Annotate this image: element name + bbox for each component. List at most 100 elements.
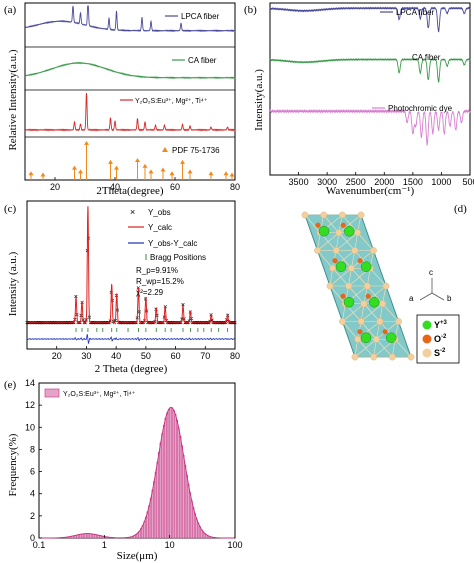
panel-e-bar <box>159 442 162 539</box>
panel-a-ref-marker <box>84 140 89 145</box>
panel-e-bar <box>144 517 147 539</box>
panel-d-atom-s <box>326 282 334 290</box>
panel-b-xtick-label: 500 <box>462 177 474 187</box>
panel-e-envelope <box>39 406 235 539</box>
panel-e-xlabel: Size(μm) <box>117 550 158 562</box>
panel-e-bar <box>169 407 172 539</box>
panel-c-xtick-label: 50 <box>141 351 151 361</box>
panel-c-calculated-curve <box>27 206 235 324</box>
panel-d-atom-o <box>315 222 321 228</box>
panel-c-xtick-label: 40 <box>111 351 121 361</box>
panel-d-atom-s <box>354 229 361 237</box>
svg-text:O-2: O-2 <box>434 334 447 344</box>
panel-c-legend-diff: Y_obs-Y_calc <box>148 239 197 248</box>
panel-d-axes: c a b <box>409 268 452 303</box>
panel-c-difference-curve <box>26 334 235 344</box>
panel-e-bar <box>148 505 151 539</box>
panel-a-xlabel: 2Theta(degree) <box>96 185 164 197</box>
panel-d-bond <box>342 303 365 322</box>
panel-b-legend-ca: CA fiber <box>412 53 441 62</box>
panel-d-atom-o <box>332 258 338 264</box>
panel-d-atom-s <box>370 247 377 254</box>
panel-e-bar <box>92 533 95 539</box>
panel-e-bar <box>193 513 196 539</box>
panel-e-label: (e) <box>4 379 17 391</box>
panel-e-bar <box>177 427 180 539</box>
panel-d-atom-s <box>382 282 390 290</box>
panel-c-legend-calc: Y_calc <box>148 223 172 232</box>
panel-d-atom-s <box>339 318 346 325</box>
panel-a-reference-sticks <box>28 140 235 180</box>
panel-c-observed-point <box>181 303 185 307</box>
panel-e-ytick-label: 2 <box>30 511 35 521</box>
panel-e-bar <box>149 498 152 539</box>
panel-d-atom-o <box>340 293 346 299</box>
panel-d-atom-y <box>360 332 372 343</box>
panel-d-atom-s <box>388 353 396 361</box>
panel-d-bond <box>351 250 374 269</box>
panel-e-bar <box>174 414 177 539</box>
panel-c-label: (c) <box>4 203 17 215</box>
panel-d-bond <box>363 285 387 304</box>
panel-b-xtick-label: 3000 <box>317 177 337 187</box>
panel-e-bar <box>156 462 159 539</box>
panel-a-ref-marker <box>114 165 119 170</box>
panel-e-bar <box>189 492 192 539</box>
panel-a-legend-ca: CA fiber <box>188 56 217 65</box>
panel-d-legend-s-charge: -2 <box>440 348 446 354</box>
panel-d-atom-y <box>318 225 330 237</box>
panel-a-ref-marker <box>40 172 46 177</box>
panel-c-xlabel: 2 Theta (degree) <box>95 363 168 375</box>
panel-c-legend-obs: Y_obs <box>148 208 171 217</box>
panel-e-ytick-label: 12 <box>25 400 35 410</box>
panel-e-bar <box>161 433 164 539</box>
panel-d-atom-y <box>343 296 355 308</box>
panel-a-ref-marker <box>229 172 235 177</box>
panel-d-bond <box>317 232 340 251</box>
panel-e-ytick-label: 6 <box>30 467 35 477</box>
panel-e-bar <box>151 490 154 539</box>
panel-e-bar <box>87 533 90 539</box>
panel-a-ref-marker <box>142 163 148 168</box>
panel-d-atom-s <box>301 211 309 219</box>
panel-a-series-lpca <box>24 5 236 33</box>
panel-e-xtick-label: 0.1 <box>33 540 46 550</box>
panel-a-ref-marker <box>223 171 229 176</box>
panel-e-bar <box>192 507 195 539</box>
panel-e-bar <box>190 500 193 539</box>
panel-a-ref-marker <box>28 171 34 176</box>
panel-b-ylabel: Intensity(a.u.) <box>253 69 265 131</box>
panel-c-xtick-label: 60 <box>171 351 181 361</box>
panel-d-legend-y-charge: +3 <box>440 320 448 326</box>
panel-d-atom-s <box>354 335 362 343</box>
panel-e-legend-swatch <box>44 388 60 398</box>
panel-d-legend-y: Y <box>434 320 440 330</box>
panel-d-atom-s <box>314 247 321 254</box>
panel-d-bond <box>382 303 399 322</box>
panel-d-bond <box>376 321 399 340</box>
panel-d-atom-s <box>329 264 337 272</box>
panel-b-series-ca <box>269 57 471 83</box>
panel-b-xlabel: Wavenumber(cm⁻¹) <box>326 185 415 197</box>
panel-d-atom-s <box>370 353 378 361</box>
panel-d-axis-c: c <box>429 268 433 277</box>
panel-b-xticks: 3500 3000 2500 2000 1500 1000 500 <box>289 172 474 187</box>
panel-d-atom-s <box>347 264 355 272</box>
panel-c-stat-chi2: χ²=2.29 <box>136 288 164 297</box>
panel-d-atom-s <box>372 335 380 343</box>
panel-b-frame <box>269 2 471 176</box>
panel-c-xtick-label: 80 <box>230 351 240 361</box>
panel-d-atom-s <box>379 300 386 308</box>
panel-a-ref-marker <box>187 169 193 174</box>
panel-d-bond <box>354 339 377 358</box>
panel-a-legend-lpca: LPCA fiber <box>181 12 220 21</box>
panel-d-atom-y <box>343 225 355 237</box>
panel-d-atom-y <box>360 261 372 272</box>
panel-d-atom-s <box>320 211 328 219</box>
panel-c-observed-points <box>25 236 237 325</box>
panel-d-legend-y-swatch <box>422 320 432 330</box>
panel-a-ref-marker <box>180 159 185 164</box>
panel-e-bar <box>81 533 84 539</box>
panel-e-bar <box>158 452 161 539</box>
